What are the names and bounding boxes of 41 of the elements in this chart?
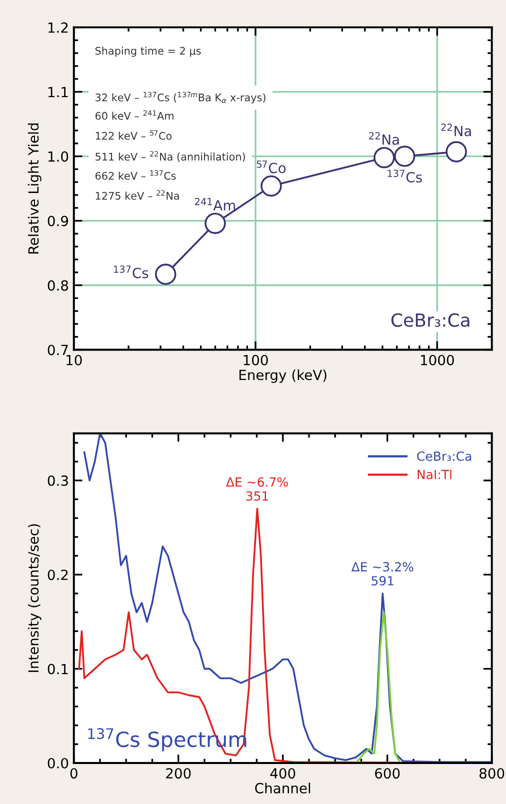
- annotation: 122 keV – $^{57}$Co: [96, 130, 172, 140]
- x-tick-label: 100: [244, 354, 268, 366]
- y-tick-label: 1.1: [48, 86, 68, 98]
- x-axis-title: Channel: [255, 782, 310, 794]
- annotation: $^{137}$Cs: [388, 170, 422, 182]
- y-axis-title: Intensity (counts/sec): [28, 524, 42, 672]
- x-tick-label: 0: [70, 768, 78, 779]
- x-tick-label: 1000: [421, 354, 454, 366]
- annotation: 1275 keV – $^{22}$Na: [96, 190, 179, 200]
- annotation: $^{137}$Cs: [114, 265, 148, 278]
- annotation: $^{22}$Na: [441, 124, 471, 136]
- y-tick-label: 0.3: [48, 475, 68, 486]
- y-tick-label: 0.1: [48, 664, 68, 674]
- y-tick-label: 0.2: [48, 570, 68, 580]
- x-tick-label: 400: [270, 768, 296, 779]
- annotation: 511 keV – $^{22}$Na (annihilation): [96, 151, 245, 162]
- x-axis-title: Energy (keV): [239, 369, 326, 383]
- legend-label: NaI:Tl: [418, 470, 452, 480]
- annotation: ΔE ~6.7% 351: [226, 477, 288, 501]
- x-tick-label: 800: [480, 768, 504, 779]
- text: CeBr₃:Ca: [391, 313, 470, 327]
- line-series: [355, 611, 402, 763]
- x-tick-label: 200: [166, 768, 191, 779]
- x-tick-label: 10: [66, 354, 82, 366]
- y-tick-label: 0.7: [48, 344, 68, 356]
- y-axis-title: Relative Light Yield: [28, 124, 42, 254]
- legend-label: CeBr₃:Ca: [417, 451, 472, 461]
- annotation: $^{22}$Na: [369, 132, 399, 145]
- annotation: $^{57}$Co: [256, 160, 286, 174]
- annotation: ΔE ~3.2% 591: [351, 562, 414, 586]
- annotation: 60 keV – $^{241}$Am: [96, 110, 174, 120]
- annotation: 32 keV – $^{137}$Cs ($^{137m}$Ba K$_{α}$ x-rays): [96, 92, 266, 104]
- annotation: 662 keV – $^{137}$Cs: [96, 170, 176, 180]
- annotation: Shaping time = 2 µs: [95, 46, 201, 57]
- y-tick-label: 0.0: [48, 758, 68, 768]
- y-tick-label: 0.9: [48, 216, 68, 226]
- y-tick-label: 1.0: [48, 151, 68, 162]
- annotation: $^{241}$Am: [194, 198, 236, 210]
- x-tick-label: 600: [375, 768, 400, 779]
- y-tick-label: 1.2: [48, 22, 68, 33]
- y-tick-label: 0.8: [48, 280, 68, 291]
